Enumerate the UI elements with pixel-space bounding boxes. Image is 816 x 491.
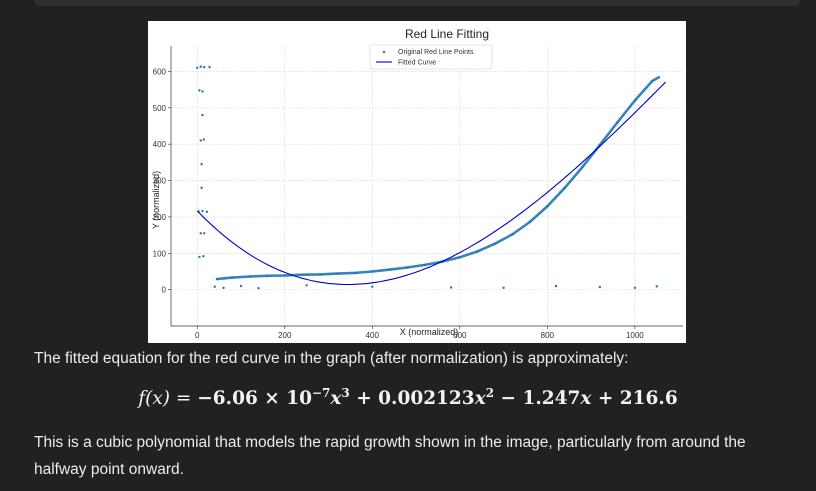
legend-box <box>369 44 493 70</box>
y-tick-label: 100 <box>153 249 167 258</box>
equation-term2-power: 2 <box>485 386 495 400</box>
equation-term1: −6.06 × 10 <box>197 388 312 410</box>
x-tick-label: 800 <box>541 331 555 340</box>
y-axis-label: Y (normalized) <box>151 171 161 229</box>
chart-title: Red Line Fitting <box>405 27 489 41</box>
y-tick-label: 300 <box>153 177 167 186</box>
data-point <box>198 89 201 92</box>
fitted-curve-series <box>196 81 666 286</box>
previous-message-edge <box>34 0 800 6</box>
equation-term3: − 1.247 <box>494 388 581 410</box>
data-point <box>199 65 202 68</box>
y-tick-label: 500 <box>153 104 167 113</box>
data-point <box>198 255 201 259</box>
data-point <box>199 139 202 142</box>
legend-scatter-marker <box>382 50 386 54</box>
x-tick-label: 1000 <box>626 331 644 340</box>
scatter-series <box>196 65 661 290</box>
data-point <box>213 285 216 288</box>
data-point <box>201 113 204 117</box>
fitted-curve-line <box>196 81 666 286</box>
data-point <box>201 209 204 213</box>
data-point <box>449 286 453 289</box>
data-point <box>200 162 203 166</box>
x-tick-label: 600 <box>453 331 467 340</box>
data-point <box>202 138 206 141</box>
chart-grid <box>171 46 683 326</box>
data-point <box>598 285 602 289</box>
x-axis-label: X (normalized) <box>400 327 459 337</box>
legend-scatter-label: Original Red Line Points <box>398 49 474 56</box>
data-point <box>202 254 205 258</box>
y-tick-label: 600 <box>153 67 167 76</box>
data-point <box>371 285 374 288</box>
y-tick-label: 0 <box>162 286 167 295</box>
data-point <box>222 286 225 290</box>
data-point <box>554 284 558 288</box>
equation-term2: + 0.002123 <box>349 388 475 410</box>
data-point <box>203 65 206 69</box>
fitted-equation: f(x) = −6.06 × 10−7x3 + 0.002123x2 − 1.2… <box>0 386 816 409</box>
data-point <box>502 286 505 290</box>
red-line-fitting-chart: 0 200 400 600 800 1000 0 100 200 300 400 500 600 Red… <box>151 27 683 340</box>
data-point <box>305 284 308 287</box>
y-tick-label: 200 <box>153 213 167 222</box>
equation-term4: + 216.6 <box>591 388 678 410</box>
chart-image: 0 200 400 600 800 1000 0 100 200 300 400 500 600 Red… <box>148 21 686 343</box>
data-point <box>199 232 202 235</box>
data-point <box>208 65 211 69</box>
data-point <box>200 186 203 190</box>
equation-term1-variable: x <box>330 388 342 410</box>
data-point <box>196 66 199 70</box>
summary-text: This is a cubic polynomial that models t… <box>34 434 746 478</box>
chart-axes <box>170 46 683 327</box>
equation-term1-exponent: −7 <box>311 386 331 400</box>
data-point <box>201 90 204 93</box>
data-point <box>655 285 658 288</box>
data-point <box>257 286 260 290</box>
equation-term3-variable: x <box>580 388 592 410</box>
x-tick-label: 0 <box>195 331 200 340</box>
equation-term1-power: 3 <box>341 386 350 400</box>
data-point <box>203 232 206 235</box>
chart-ticks: 0 200 400 600 800 1000 0 100 200 300 400 500 600 <box>153 67 645 340</box>
y-tick-label: 400 <box>153 140 167 149</box>
x-tick-label: 200 <box>278 331 292 340</box>
data-point <box>633 286 637 290</box>
legend-fit-label: Fitted Curve <box>398 60 436 67</box>
data-point <box>239 284 243 288</box>
equation-lhs: f(x) = <box>138 388 192 410</box>
intro-text: The fitted equation for the red curve in… <box>34 350 629 367</box>
data-point <box>205 210 209 214</box>
equation-term2-variable: x <box>474 388 486 410</box>
chart-legend: Original Red Line Points Fitted Curve <box>369 44 493 70</box>
x-tick-label: 400 <box>366 331 380 340</box>
